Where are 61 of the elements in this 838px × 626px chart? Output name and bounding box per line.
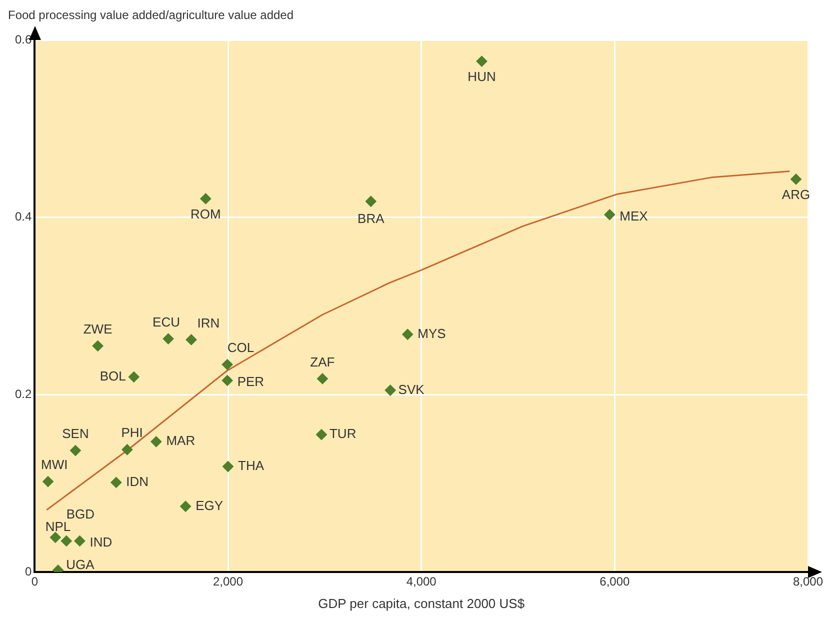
point <box>122 444 133 456</box>
point <box>150 436 162 448</box>
point <box>186 334 197 346</box>
annotation: PHI <box>121 425 143 440</box>
annotation: ROM <box>190 206 221 222</box>
annotation: ZWE <box>83 321 113 336</box>
annotation: EGY <box>196 498 224 513</box>
annotation: TUR <box>329 426 356 442</box>
point <box>402 328 414 340</box>
annotation: PER <box>237 374 264 390</box>
annotation: BRA <box>358 210 385 226</box>
annotation: HUN <box>468 68 496 84</box>
annotation: MWI <box>41 457 68 472</box>
annotation: IRN <box>197 315 220 330</box>
y-tick-label: 0.2 <box>14 386 32 401</box>
y-tick-label: 0.4 <box>14 210 32 224</box>
annotation: ZAF <box>310 354 335 370</box>
point <box>200 193 212 204</box>
point <box>476 56 488 67</box>
point <box>74 535 86 546</box>
annotation: UGA <box>66 556 95 572</box>
point <box>316 429 327 440</box>
x-axis-title: GDP per capita, constant 2000 US$ <box>318 596 526 611</box>
annotation: THA <box>238 458 264 474</box>
annotation: MYS <box>418 326 446 341</box>
point <box>42 476 54 488</box>
point <box>384 384 396 396</box>
x-tick-label: 2,000 <box>212 574 244 589</box>
point <box>162 333 174 344</box>
annotation: IDN <box>126 474 149 490</box>
annotation: SEN <box>62 426 89 442</box>
annotation: ARG <box>782 186 810 202</box>
point <box>180 500 192 512</box>
y-axis-title: Food processing value added/agriculture value added <box>8 8 295 24</box>
x-tick-label: 8,000 <box>792 574 824 589</box>
point <box>316 373 328 384</box>
annotation: COL <box>227 340 254 356</box>
x-tick-label: 4,000 <box>406 574 437 589</box>
point <box>604 209 616 220</box>
point <box>50 532 61 543</box>
x-tick-label: 6,000 <box>600 574 630 589</box>
annotation: ECU <box>152 314 180 330</box>
point <box>222 374 233 386</box>
annotation: NPL <box>45 519 71 534</box>
point <box>60 535 72 546</box>
y-tick-label: 0.6 <box>14 32 32 46</box>
annotation: MEX <box>620 208 648 224</box>
point <box>92 340 104 352</box>
annotation: BOL <box>100 368 126 384</box>
annotation: IND <box>90 534 112 550</box>
point <box>790 174 802 185</box>
point <box>110 476 122 488</box>
point <box>222 460 234 472</box>
y-tick-label: 0 <box>24 564 32 578</box>
point <box>365 196 376 207</box>
annotation: SVK <box>398 382 425 397</box>
annotation: MAR <box>166 433 196 448</box>
annotation: BGD <box>66 506 95 522</box>
point <box>70 445 81 456</box>
point <box>222 359 233 370</box>
point <box>128 371 140 382</box>
